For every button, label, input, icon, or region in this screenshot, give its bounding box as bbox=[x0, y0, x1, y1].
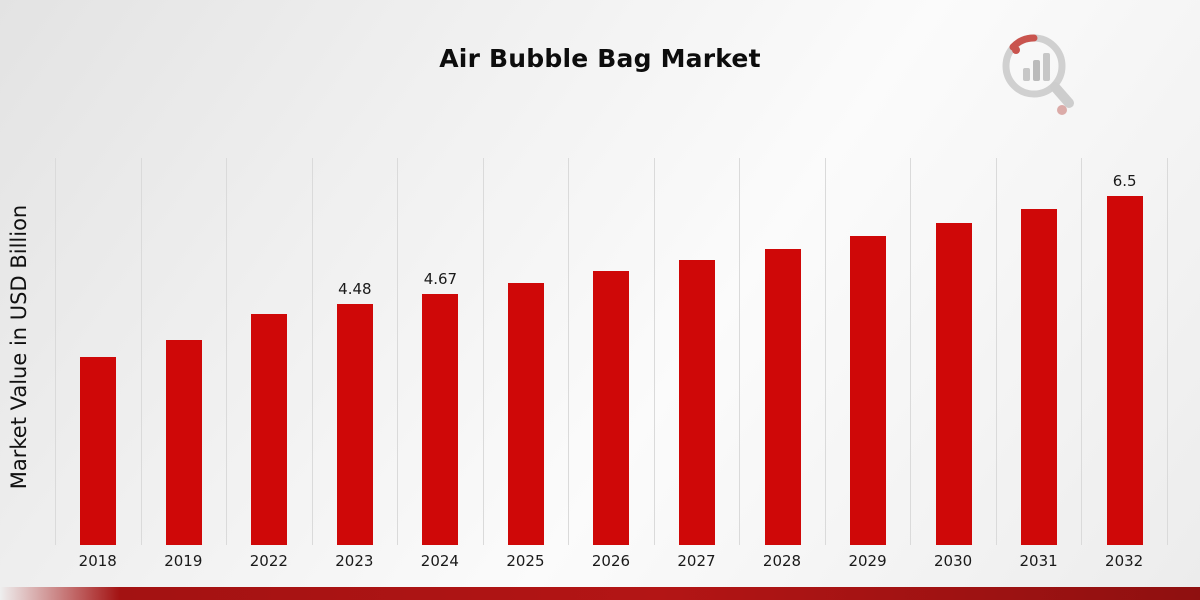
footer-accent-bar bbox=[0, 587, 1200, 600]
bar-2018 bbox=[80, 356, 117, 545]
y-axis-title: Market Value in USD Billion bbox=[7, 204, 31, 490]
x-axis-label: 2032 bbox=[1105, 552, 1144, 570]
plot-column: 4.67 bbox=[397, 158, 483, 545]
plot-column bbox=[824, 158, 911, 545]
plot-column bbox=[995, 158, 1082, 545]
bar-2028 bbox=[764, 249, 801, 545]
plot-column: 6.5 bbox=[1081, 158, 1167, 545]
bar-2023 bbox=[336, 304, 373, 545]
x-axis-label: 2027 bbox=[677, 552, 716, 570]
plot-column: 4.48 bbox=[311, 158, 398, 545]
x-axis-label: 2024 bbox=[420, 552, 459, 570]
magnifier-bar-chart-logo-icon bbox=[1002, 34, 1074, 115]
x-axis-label: 2030 bbox=[933, 552, 973, 570]
bar-2030 bbox=[935, 222, 972, 545]
x-axis-label: 2031 bbox=[1019, 552, 1058, 570]
plot-column bbox=[568, 158, 654, 545]
bar-value-label: 6.5 bbox=[1112, 171, 1137, 190]
bar-2019 bbox=[165, 340, 202, 545]
plot-column bbox=[739, 158, 825, 545]
bar-2025 bbox=[507, 283, 544, 545]
bar-2032 bbox=[1106, 195, 1143, 545]
x-axis-label: 2019 bbox=[164, 552, 203, 570]
x-axis-label: 2028 bbox=[762, 552, 802, 570]
x-axis-label: 2025 bbox=[506, 552, 545, 570]
plot-column bbox=[482, 158, 569, 545]
x-axis-labels: 2018 2019 2022 2023 2024 2025 2026 2027 2028 2029… bbox=[55, 552, 1167, 570]
x-axis-label: 2029 bbox=[848, 552, 887, 570]
plot-column bbox=[226, 158, 312, 545]
plot-column bbox=[140, 158, 227, 545]
x-axis-label: 2018 bbox=[78, 552, 117, 570]
bar-2029 bbox=[850, 235, 887, 545]
x-axis-label: 2023 bbox=[335, 552, 374, 570]
plot-column bbox=[910, 158, 996, 545]
plot-column bbox=[653, 158, 740, 545]
bar-2026 bbox=[593, 270, 630, 545]
bar-2022 bbox=[251, 313, 288, 545]
bar-value-label: 4.48 bbox=[338, 280, 372, 299]
bar-value-label: 4.67 bbox=[423, 270, 458, 288]
bar-2024 bbox=[422, 294, 459, 545]
plot-area: 4.48 4.67 6.5 bbox=[55, 158, 1168, 545]
bar-2027 bbox=[678, 260, 715, 545]
bar-2031 bbox=[1021, 209, 1058, 545]
x-axis-label: 2022 bbox=[249, 552, 288, 570]
x-axis-label: 2026 bbox=[591, 552, 631, 570]
chart-title: Air Bubble Bag Market bbox=[439, 44, 761, 73]
plot-column bbox=[55, 158, 141, 545]
